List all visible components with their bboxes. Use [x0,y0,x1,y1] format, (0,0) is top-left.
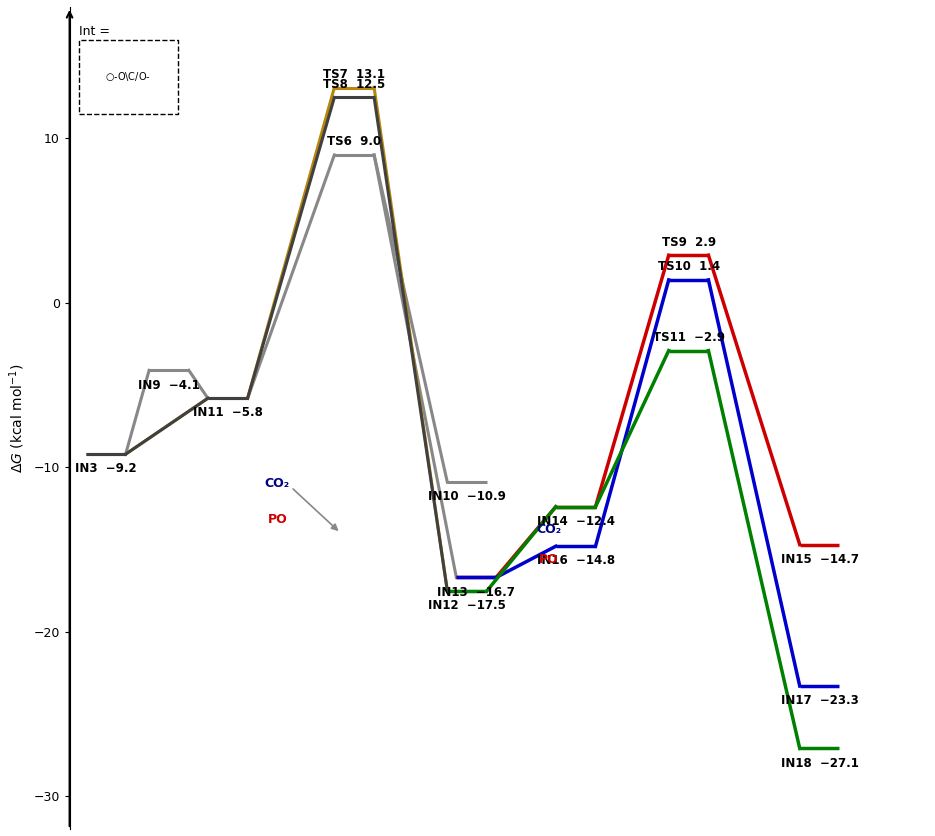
Text: $\bigcirc$-O$\backslash$C/O-: $\bigcirc$-O$\backslash$C/O- [106,70,151,84]
Y-axis label: $\Delta G$ (kcal mol$^{-1}$): $\Delta G$ (kcal mol$^{-1}$) [7,364,26,472]
Text: CO₂: CO₂ [265,477,290,490]
Text: IN12  −17.5: IN12 −17.5 [428,599,506,612]
Text: TS10  1.4: TS10 1.4 [657,260,720,273]
Text: IN14  −12.4: IN14 −12.4 [537,515,614,528]
Text: IN9  −4.1: IN9 −4.1 [138,379,200,391]
Text: IN3  −9.2: IN3 −9.2 [75,462,137,476]
Text: TS7  13.1: TS7 13.1 [324,68,385,81]
Text: IN16  −14.8: IN16 −14.8 [537,554,614,568]
Text: IN13  −16.7: IN13 −16.7 [438,586,515,599]
Text: PO: PO [267,513,287,527]
Text: TS6  9.0: TS6 9.0 [327,135,381,148]
Text: CO₂: CO₂ [536,523,561,537]
Text: IN18  −27.1: IN18 −27.1 [781,757,858,770]
Text: Int =: Int = [79,25,109,38]
Text: IN17  −23.3: IN17 −23.3 [781,694,858,707]
Text: IN15  −14.7: IN15 −14.7 [781,553,858,566]
Text: TS11  −2.9: TS11 −2.9 [653,331,725,344]
Text: TS8  12.5: TS8 12.5 [324,78,385,91]
Text: TS9  2.9: TS9 2.9 [662,236,715,248]
Text: IN11  −5.8: IN11 −5.8 [193,406,263,420]
Text: IN10  −10.9: IN10 −10.9 [428,491,506,503]
Text: PO: PO [539,553,558,566]
